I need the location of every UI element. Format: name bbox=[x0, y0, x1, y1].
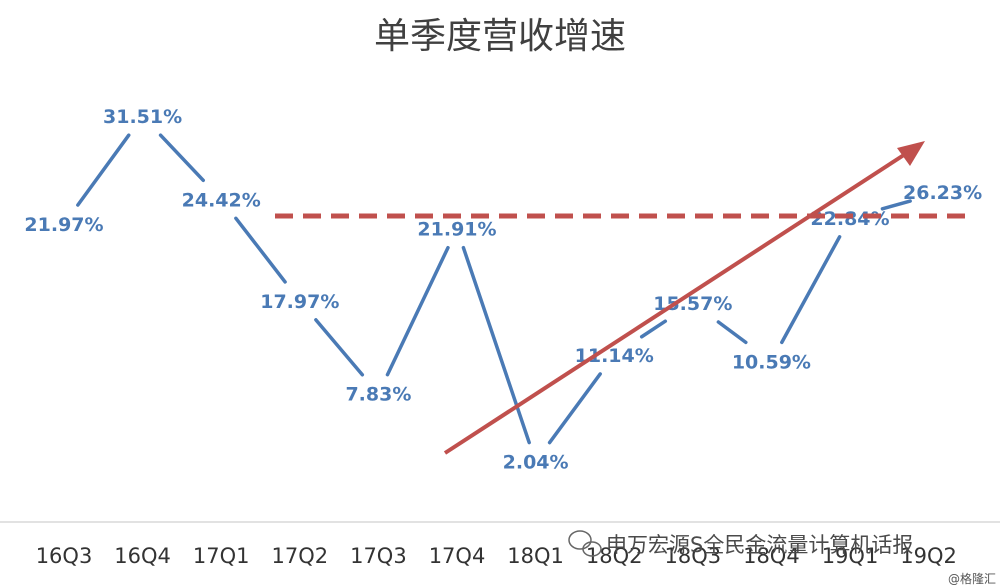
data-label: 26.23% bbox=[903, 182, 982, 204]
line-segment bbox=[385, 245, 450, 377]
x-axis-ticks: 16Q3 16Q4 17Q1 17Q2 17Q3 17Q4 18Q1 18Q2 18Q3 18Q4… bbox=[36, 544, 957, 568]
x-tick-label: 17Q4 bbox=[429, 544, 486, 568]
data-label: 22.84% bbox=[810, 208, 889, 230]
chart-title: 单季度营收增速 bbox=[374, 16, 626, 57]
x-tick-label: 17Q2 bbox=[271, 544, 328, 568]
line-segment bbox=[76, 133, 131, 207]
wechat-icon bbox=[568, 530, 602, 557]
data-label: 31.51% bbox=[103, 106, 182, 128]
series-line bbox=[76, 133, 912, 445]
x-tick-label: 18Q4 bbox=[743, 544, 800, 568]
data-label: 10.59% bbox=[732, 351, 811, 373]
data-label: 15.57% bbox=[653, 293, 732, 315]
line-segment bbox=[716, 320, 748, 345]
x-tick-label: 17Q3 bbox=[350, 544, 407, 568]
x-tick-label: 18Q3 bbox=[664, 544, 721, 568]
data-label: 17.97% bbox=[260, 291, 339, 313]
data-label: 24.42% bbox=[182, 189, 261, 211]
line-segment bbox=[780, 235, 842, 345]
watermark-small-text: @格隆汇 bbox=[948, 571, 996, 586]
watermark: 申万宏源S全民金流量计算机话报 @格隆汇 bbox=[568, 530, 996, 586]
line-segment bbox=[314, 318, 365, 377]
x-tick-label: 16Q3 bbox=[36, 544, 93, 568]
line-segment bbox=[461, 245, 531, 445]
x-tick-label: 16Q4 bbox=[114, 544, 171, 568]
data-label: 2.04% bbox=[503, 452, 569, 474]
data-label: 21.97% bbox=[24, 214, 103, 236]
line-segment bbox=[880, 199, 912, 211]
line-segment bbox=[639, 319, 668, 339]
line-segment bbox=[158, 133, 205, 183]
x-tick-label: 19Q2 bbox=[900, 544, 957, 568]
line-segment bbox=[547, 372, 602, 445]
data-labels: 21.97% 31.51% 24.42% 17.97% 7.83% 21.91% 2.04%… bbox=[24, 106, 982, 473]
trend-arrow-line bbox=[443, 149, 912, 455]
data-label: 11.14% bbox=[575, 345, 654, 367]
line-segment bbox=[234, 216, 287, 284]
data-label: 7.83% bbox=[345, 384, 411, 406]
data-label: 21.91% bbox=[417, 219, 496, 241]
watermark-text: 申万宏源S全民金流量计算机话报 bbox=[606, 533, 913, 557]
x-tick-label: 19Q1 bbox=[822, 544, 879, 568]
x-tick-label: 18Q1 bbox=[507, 544, 564, 568]
trend-arrow-head bbox=[897, 141, 925, 166]
x-tick-label: 17Q1 bbox=[193, 544, 250, 568]
